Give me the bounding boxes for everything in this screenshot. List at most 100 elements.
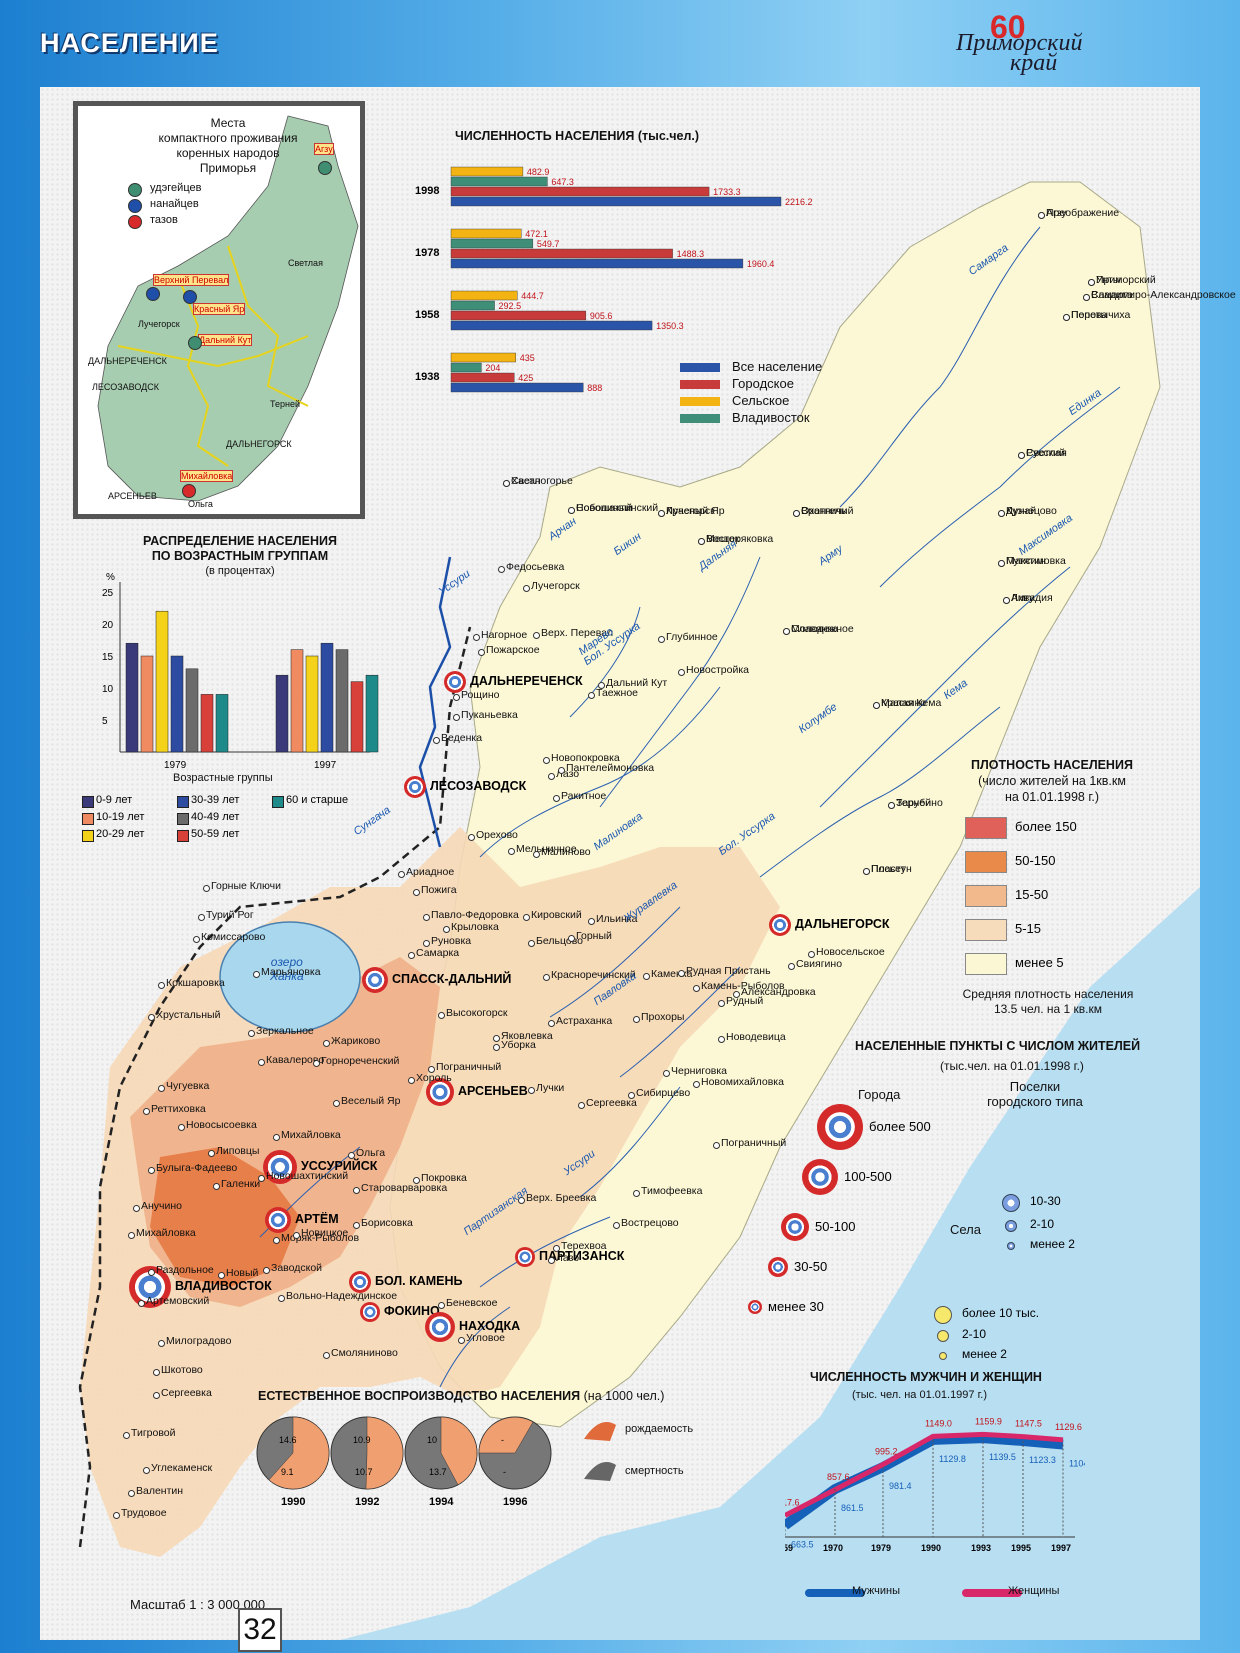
place-marker-icon xyxy=(503,480,510,487)
city-label: НАХОДКА xyxy=(459,1319,521,1333)
place-label: Попова xyxy=(1071,309,1108,321)
place-marker-icon xyxy=(568,935,575,942)
place-marker-icon xyxy=(293,1232,300,1239)
place-marker-icon xyxy=(553,1245,560,1252)
place-marker-icon xyxy=(453,694,460,701)
pie-birth-1996 xyxy=(478,1416,534,1454)
place-label: Сергеевка xyxy=(161,1387,212,1399)
place-marker-icon xyxy=(533,851,540,858)
place-label: Зарубино xyxy=(896,797,943,809)
bar-value-label: 647.3 xyxy=(551,177,574,187)
place-marker-icon xyxy=(148,1014,155,1021)
density-swatch xyxy=(965,817,1007,839)
bar-1998-1 xyxy=(450,176,548,187)
age-legend-label: 20-29 лет xyxy=(96,828,145,840)
city-label: ДАЛЬНЕГОРСК xyxy=(795,917,890,931)
place-label: Пуканьевка xyxy=(461,709,518,721)
place-marker-icon xyxy=(323,1352,330,1359)
place-marker-icon xyxy=(128,1232,135,1239)
legend-village-label: 2-10 xyxy=(962,1327,987,1341)
legend-town-label: менее 2 xyxy=(1030,1237,1075,1251)
legend-taz-icon xyxy=(128,215,142,229)
lake-label-2: Ханка xyxy=(270,969,304,983)
place-label: Реттиховка xyxy=(151,1103,206,1115)
place-label: Покровка xyxy=(421,1172,467,1184)
place-marker-icon xyxy=(553,795,560,802)
legend-men-label: Мужчины xyxy=(852,1585,901,1597)
place-marker-icon xyxy=(323,1040,330,1047)
inset-town-olga: Ольга xyxy=(188,499,213,509)
place-marker-icon xyxy=(693,1081,700,1088)
place-label: Кировский xyxy=(531,909,582,921)
gender-x-label: 1995 xyxy=(1011,1543,1031,1553)
place-label: Анучино xyxy=(141,1200,183,1212)
age-bar-1997-6 xyxy=(365,674,379,753)
age-chart-xlabel: Возрастные группы xyxy=(173,772,273,784)
city-symbol-icon xyxy=(515,1247,535,1267)
place-label: Чугуевка xyxy=(166,1080,210,1092)
age-ytick: 20 xyxy=(102,620,114,631)
place-label: Астраханка xyxy=(556,1015,613,1027)
pie-year-label: 1996 xyxy=(503,1496,527,1508)
place-marker-icon xyxy=(998,510,1005,517)
place-marker-icon xyxy=(998,560,1005,567)
pie-year-label: 1992 xyxy=(355,1496,379,1508)
density-title-3: на 01.01.1998 г.) xyxy=(1004,790,1100,804)
place-label: Сергеевка xyxy=(586,1097,637,1109)
place-label: Трудовое xyxy=(121,1507,167,1519)
place-marker-icon xyxy=(888,802,895,809)
place-marker-icon xyxy=(523,585,530,592)
place-marker-icon xyxy=(333,1100,340,1107)
river-label: Бикин xyxy=(611,530,644,558)
place-marker-icon xyxy=(633,1016,640,1023)
place-label: Владимиро-Александровское xyxy=(1091,289,1236,301)
place-marker-icon xyxy=(713,1142,720,1149)
bar-1938-2 xyxy=(450,372,515,383)
place-marker-icon xyxy=(423,940,430,947)
bar-1958-0 xyxy=(450,290,518,301)
legend-village-symbol-icon xyxy=(937,1330,949,1342)
pie-birth-value: - xyxy=(501,1435,504,1445)
place-marker-icon xyxy=(718,1036,725,1043)
place-label: Нагорное xyxy=(481,629,528,641)
density-legend: более 150 50-150 15-50 5-15 менее 5 xyxy=(965,817,1195,987)
bar-value-label: 482.9 xyxy=(527,167,550,177)
legend-urban-icon xyxy=(680,380,720,389)
place-label: Ольга xyxy=(356,1147,386,1159)
legend-death-label: смертность xyxy=(625,1465,684,1477)
place-label: Раздольное xyxy=(156,1264,214,1276)
place-label: Черниговка xyxy=(671,1065,728,1077)
legend-city-label: 100-500 xyxy=(844,1169,892,1184)
river-label: Единка xyxy=(1066,386,1104,418)
legend-nanai-label: нанайцев xyxy=(150,198,199,210)
place-marker-icon xyxy=(148,1269,155,1276)
place-marker-icon xyxy=(788,963,795,970)
density-legend-title: ПЛОТНОСТЬ НАСЕЛЕНИЯ (число жителей на 1к… xyxy=(902,757,1202,805)
inset-marker-verkhny-pereval-icon xyxy=(146,287,160,301)
legend-urban-label: Городское xyxy=(732,376,794,391)
place-marker-icon xyxy=(1063,314,1070,321)
place-label: Рудный xyxy=(726,995,764,1007)
place-marker-icon xyxy=(128,1490,135,1497)
bar-1978-2 xyxy=(450,248,673,259)
place-marker-icon xyxy=(198,914,205,921)
density-swatch xyxy=(965,919,1007,941)
place-marker-icon xyxy=(478,649,485,656)
age-category-label: 1979 xyxy=(164,760,187,771)
women-value-label: 1147.5 xyxy=(1015,1419,1042,1429)
bar-1978-0 xyxy=(450,228,522,239)
place-marker-icon xyxy=(548,1020,555,1027)
city-label: ВЛАДИВОСТОК xyxy=(175,1279,272,1293)
legend-men-icon xyxy=(805,1589,865,1597)
place-label: Турий Рог xyxy=(206,909,254,921)
place-label: Милоградово xyxy=(166,1335,232,1347)
age-chart: % 25 20 15 10 5 1979 1997 xyxy=(102,572,379,771)
density-label: менее 5 xyxy=(1015,955,1064,970)
age-legend-label: 30-39 лет xyxy=(191,794,240,806)
place-label: Славянка xyxy=(791,623,839,635)
legend-town-symbol-icon xyxy=(1002,1194,1020,1212)
place-marker-icon xyxy=(698,538,705,545)
legend-udege-icon xyxy=(128,183,142,197)
place-marker-icon xyxy=(158,1085,165,1092)
place-label: Ильинка xyxy=(596,913,638,925)
